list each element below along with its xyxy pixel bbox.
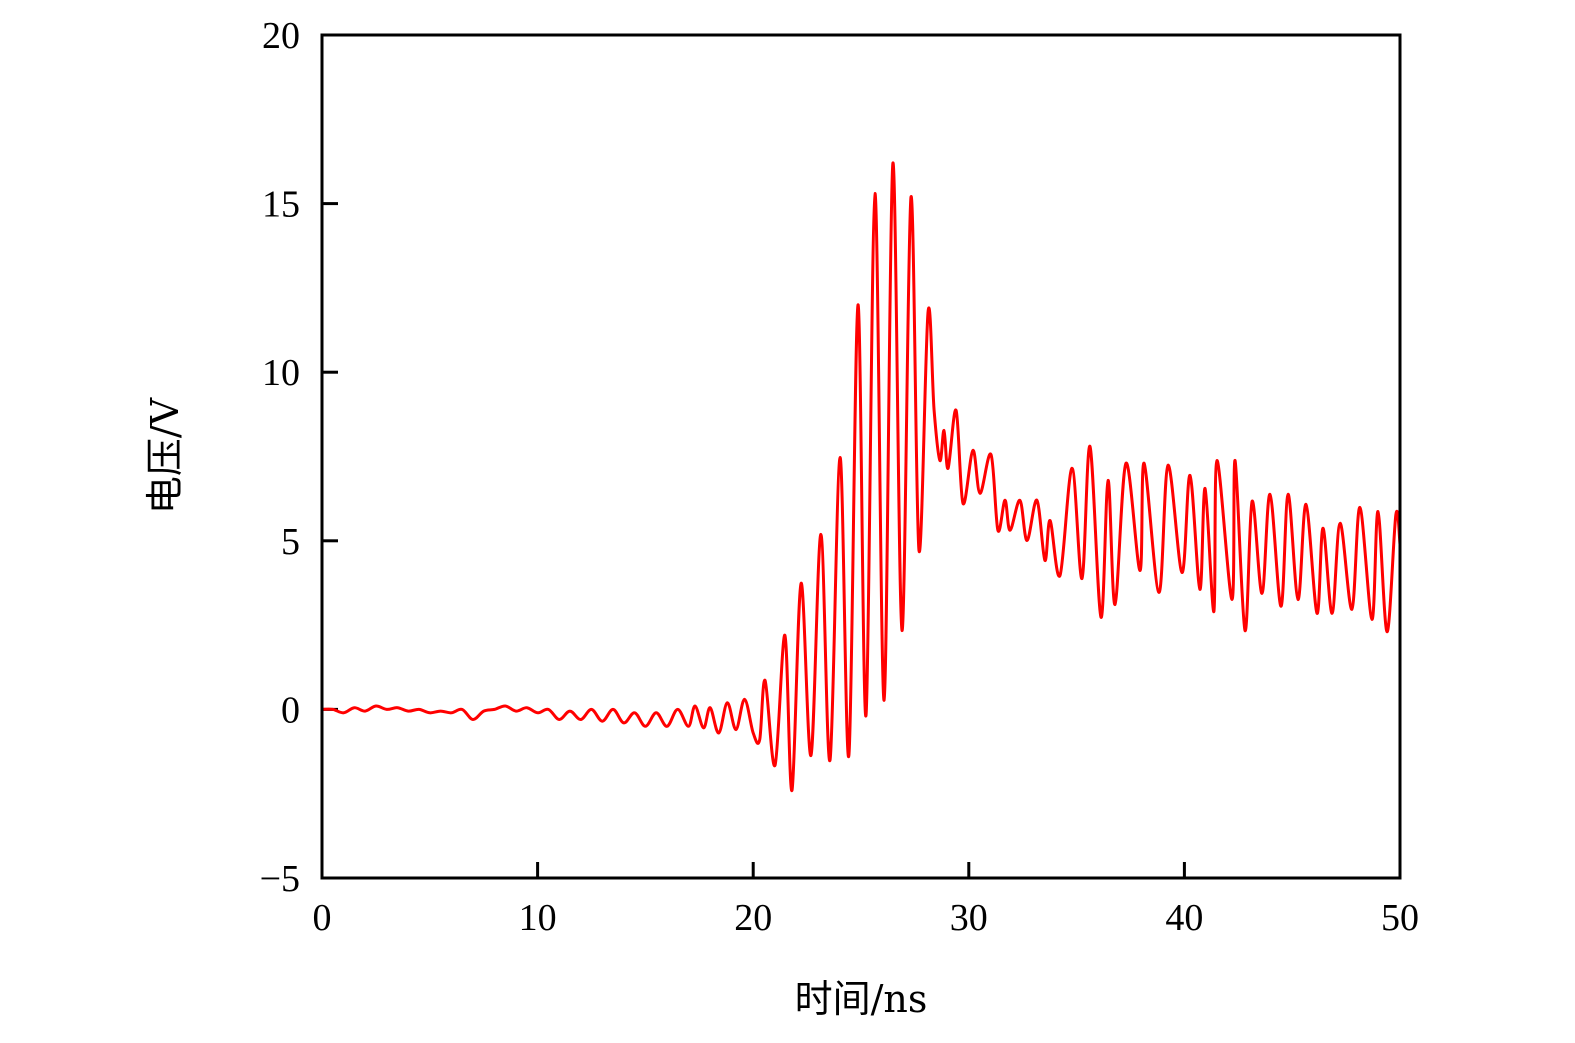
y-tick-label: 20: [262, 15, 300, 57]
plot-frame: [320, 33, 1402, 880]
x-tick-label: 50: [1381, 897, 1419, 939]
y-axis-label: 电压/V: [143, 397, 187, 514]
axis-ticks: [322, 202, 1186, 878]
y-tick-label: 10: [262, 352, 300, 394]
x-tick-label: 30: [950, 897, 988, 939]
y-tick-label: 5: [281, 521, 300, 563]
x-axis-label: 时间/ns: [795, 977, 928, 1021]
x-tick-label: 0: [313, 897, 332, 939]
x-tick-label: 10: [519, 897, 557, 939]
y-tick-label: 15: [262, 184, 300, 226]
y-tick-label: 0: [281, 689, 300, 731]
voltage-series-line: [321, 161, 1402, 792]
y-tick-label: −5: [260, 858, 300, 900]
x-tick-labels: 0 10 20 30 40 50: [313, 897, 1420, 939]
x-tick-label: 40: [1165, 897, 1203, 939]
y-tick-labels: −5 0 5 10 15 20: [260, 15, 300, 900]
x-tick-label: 20: [734, 897, 772, 939]
